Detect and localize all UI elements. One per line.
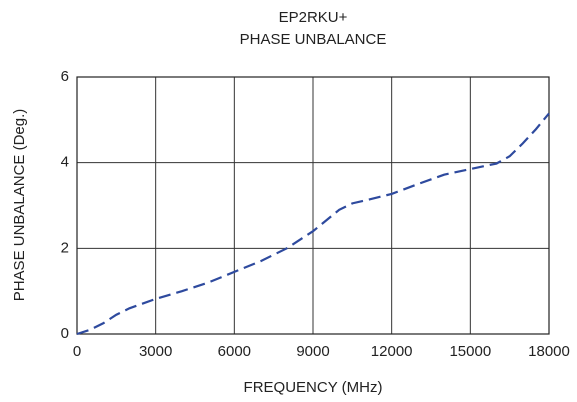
x-tick-label: 12000 bbox=[371, 343, 413, 360]
y-tick-label: 2 bbox=[61, 239, 69, 256]
x-tick-label: 15000 bbox=[449, 343, 491, 360]
plot-border bbox=[76, 76, 550, 335]
chart-title: EP2RKU+ bbox=[279, 9, 348, 26]
data-line bbox=[76, 112, 550, 336]
x-tick-label: 18000 bbox=[528, 343, 570, 360]
x-axis-label: FREQUENCY (MHz) bbox=[244, 379, 383, 396]
x-tick-label: 0 bbox=[73, 343, 81, 360]
chart-subtitle: PHASE UNBALANCE bbox=[240, 31, 387, 48]
y-tick-label: 0 bbox=[61, 325, 69, 342]
x-tick-label: 6000 bbox=[218, 343, 251, 360]
y-axis-label: PHASE UNBALANCE (Deg.) bbox=[11, 109, 28, 302]
y-tick-label: 4 bbox=[61, 154, 69, 171]
y-tick-label: 6 bbox=[61, 68, 69, 85]
x-tick-label: 9000 bbox=[296, 343, 329, 360]
x-tick-label: 3000 bbox=[139, 343, 172, 360]
